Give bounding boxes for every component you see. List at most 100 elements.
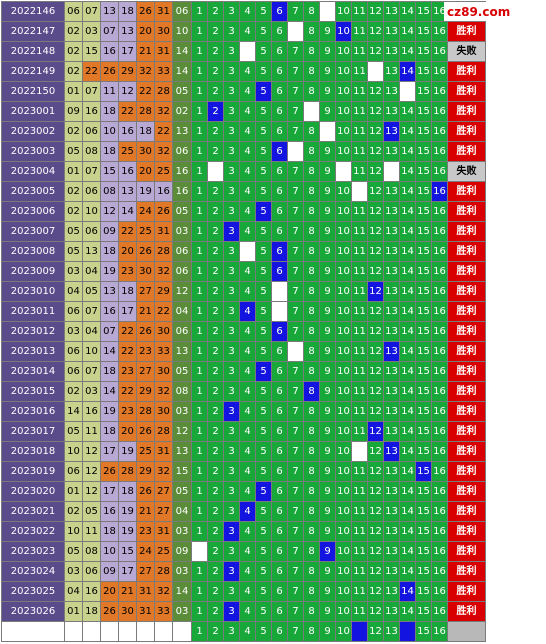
table-row: 2023005 02 06 08 13 19 16 16 1 2 3 4 5 6 7 8 9 10 12 13 14 15… (1, 181, 486, 202)
blue-cell-16: 16 (431, 441, 448, 462)
blue-cell-10: 10 (335, 441, 352, 462)
blue-cell-12: 12 (367, 541, 384, 562)
blue-cell-1: 1 (191, 21, 208, 42)
blue-cell-8: 8 (303, 421, 320, 442)
red-ball-3: 11 (100, 81, 119, 102)
lottery-trend-table: 2022146 06 07 13 18 26 31 06 1 2 3 4 5 6 7 8 10 11 12 13 14 1… (1, 1, 486, 642)
footer-cell-12: 12 (367, 621, 384, 642)
blue-cell-7: 7 (287, 61, 304, 82)
red-ball-4: 18 (118, 481, 137, 502)
blue-cell-7: 7 (287, 561, 304, 582)
selected-blue-number: 12 (172, 281, 192, 302)
blue-cell-16: 16 (431, 241, 448, 262)
blue-cell-7: 7 (287, 101, 304, 122)
result-badge: 胜利 (447, 281, 486, 302)
blue-cell-2: 2 (207, 241, 224, 262)
issue-number: 2023020 (1, 481, 65, 502)
blue-cell-16: 16 (431, 21, 448, 42)
site-logo[interactable]: cz89.com (444, 2, 510, 21)
blue-cell-8: 8 (303, 281, 320, 302)
blue-cell-13: 13 (383, 401, 400, 422)
blue-cell-15: 15 (415, 341, 432, 362)
blue-cell-6: 6 (271, 441, 288, 462)
blue-cell-12: 12 (367, 481, 384, 502)
blue-cell-10: 10 (335, 481, 352, 502)
blue-cell-4: 4 (239, 301, 256, 322)
red-ball-1: 02 (64, 181, 83, 202)
issue-number: 2022148 (1, 41, 65, 62)
selected-blue-number: 12 (172, 421, 192, 442)
result-badge: 胜利 (447, 461, 486, 482)
blue-cell-7: 7 (287, 381, 304, 402)
table-row: 2023016 14 16 19 23 28 30 03 1 2 3 4 5 6 7 8 9 10 11 12 13 14… (1, 401, 486, 422)
blue-cell-11: 11 (351, 501, 368, 522)
selected-blue-number: 02 (172, 101, 192, 122)
red-ball-4: 19 (118, 521, 137, 542)
blue-cell-14: 14 (399, 421, 416, 442)
red-ball-1: 01 (64, 481, 83, 502)
footer-cell-6: 6 (271, 621, 288, 642)
blue-cell-4: 4 (239, 181, 256, 202)
blue-cell-16: 16 (431, 201, 448, 222)
table-row: 2023018 10 12 17 19 25 31 13 1 2 3 4 5 6 7 8 9 10 12 13 14 15… (1, 441, 486, 462)
footer-cell-8: 8 (303, 621, 320, 642)
blue-cell-8: 8 (303, 181, 320, 202)
blue-cell-3: 3 (223, 241, 240, 262)
blue-cell-12: 12 (367, 21, 384, 42)
blue-cell-1: 1 (191, 1, 208, 22)
red-ball-6: 30 (154, 361, 173, 382)
blue-cell-10: 10 (335, 541, 352, 562)
red-ball-6: 31 (154, 41, 173, 62)
red-ball-3: 18 (100, 421, 119, 442)
selected-blue-number: 03 (172, 401, 192, 422)
red-ball-3: 20 (100, 581, 119, 602)
red-ball-5: 20 (136, 161, 155, 182)
red-ball-1: 04 (64, 281, 83, 302)
blue-cell-14: 14 (399, 101, 416, 122)
blue-cell-12: 12 (367, 261, 384, 282)
blue-cell-14: 14 (399, 181, 416, 202)
blue-cell-14: 14 (399, 1, 416, 22)
red-ball-4: 28 (118, 461, 137, 482)
blue-cell-2: 2 (207, 421, 224, 442)
blue-cell-11: 11 (351, 421, 368, 442)
blue-cell-7: 7 (287, 181, 304, 202)
red-ball-4: 22 (118, 341, 137, 362)
red-ball-3: 18 (100, 521, 119, 542)
blue-cell-1: 1 (191, 261, 208, 282)
blue-cell-16: 16 (431, 341, 448, 362)
result-badge: 胜利 (447, 241, 486, 262)
blue-cell-11 (351, 181, 368, 202)
table-row: 2022147 02 03 07 13 20 30 10 1 2 3 4 5 6 8 9 10 11 12 13 14 1… (1, 21, 486, 42)
blue-cell-6: 6 (271, 381, 288, 402)
logo-text: cz89.com (447, 4, 511, 19)
red-ball-3: 18 (100, 141, 119, 162)
blue-cell-9: 9 (319, 381, 336, 402)
red-ball-4: 22 (118, 221, 137, 242)
result-badge: 胜利 (447, 421, 486, 442)
footer-cell-11 (351, 621, 368, 642)
red-ball-2: 06 (82, 561, 101, 582)
table-row: 2023013 06 10 14 22 23 33 13 1 2 3 4 5 6 8 9 10 11 12 13 14 1… (1, 341, 486, 362)
red-ball-6: 32 (154, 101, 173, 122)
blue-cell-9: 9 (319, 561, 336, 582)
red-ball-4: 21 (118, 581, 137, 602)
blue-cell-12: 12 (367, 601, 384, 622)
blue-cell-2: 2 (207, 141, 224, 162)
blue-cell-3: 3 (223, 501, 240, 522)
blue-cell-12: 12 (367, 521, 384, 542)
red-ball-1: 14 (64, 401, 83, 422)
blue-cell-4: 4 (239, 441, 256, 462)
red-ball-5: 25 (136, 441, 155, 462)
blue-cell-14: 14 (399, 601, 416, 622)
red-ball-6: 32 (154, 381, 173, 402)
blue-cell-5: 5 (255, 181, 272, 202)
blue-cell-5: 5 (255, 541, 272, 562)
blue-cell-10: 10 (335, 81, 352, 102)
footer-red-2 (82, 621, 101, 642)
result-badge: 失败 (447, 41, 486, 62)
blue-cell-14: 14 (399, 441, 416, 462)
blue-cell-4: 4 (239, 21, 256, 42)
result-badge: 胜利 (447, 81, 486, 102)
blue-cell-3: 3 (223, 21, 240, 42)
